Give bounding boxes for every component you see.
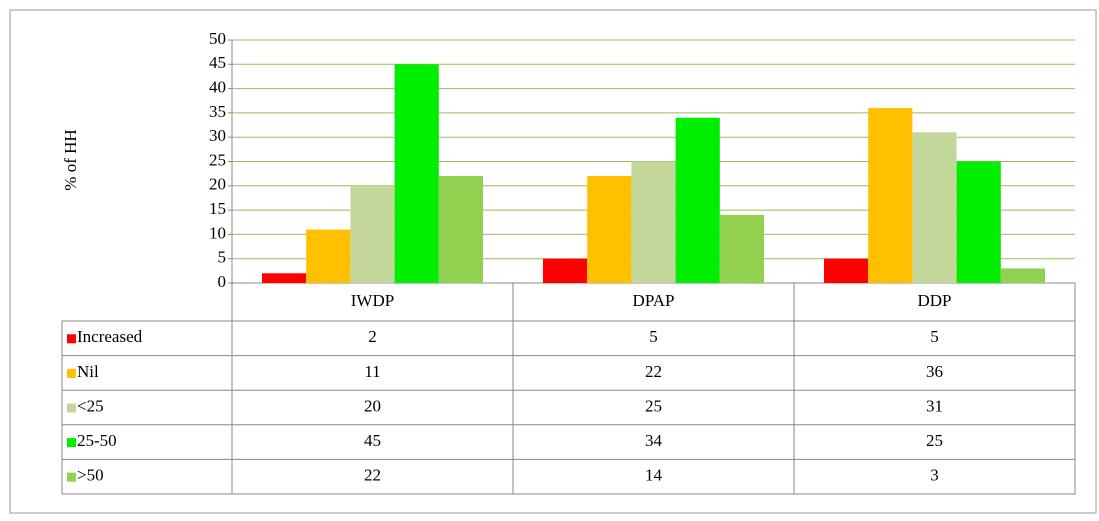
bar	[1000, 268, 1045, 283]
bar	[719, 214, 764, 283]
table-value: 34	[645, 431, 663, 450]
y-tick-label: 45	[209, 53, 226, 72]
table-value: 36	[926, 362, 943, 381]
table-value: 22	[645, 362, 662, 381]
bar	[675, 117, 720, 283]
legend-label: <25	[77, 396, 104, 415]
table-value: 25	[645, 396, 662, 415]
table-value: 11	[364, 362, 380, 381]
table-border	[231, 282, 1076, 495]
legend-label: Nil	[77, 362, 99, 381]
bar	[306, 229, 351, 283]
bar	[824, 258, 869, 283]
table-value: 2	[368, 327, 377, 346]
legend-label: Increased	[77, 327, 143, 346]
legend-key	[67, 368, 76, 378]
y-axis-label: % of HH	[61, 129, 80, 190]
y-tick-label: 35	[209, 102, 226, 121]
x-tick-label: IWDP	[351, 291, 394, 310]
table-value: 5	[649, 327, 658, 346]
bar	[350, 185, 395, 283]
bar	[912, 132, 957, 283]
x-tick-label: DPAP	[633, 291, 675, 310]
table-value: 14	[645, 466, 663, 485]
legend-key	[67, 438, 76, 448]
y-tick-label: 25	[209, 150, 226, 169]
table-value: 22	[364, 466, 381, 485]
y-tick-label: 10	[209, 223, 226, 242]
y-tick-label: 20	[209, 175, 226, 194]
table-value: 5	[930, 327, 939, 346]
legend-label: 25-50	[77, 431, 117, 450]
legend-key	[67, 403, 76, 413]
bar	[868, 108, 913, 283]
legend-key	[67, 472, 76, 482]
bar	[394, 64, 439, 283]
bar	[587, 176, 632, 283]
y-tick-label: 5	[218, 248, 227, 267]
frame	[9, 9, 1097, 514]
y-tick-label: 50	[209, 29, 226, 48]
y-tick-label: 15	[209, 199, 226, 218]
x-tick-label: DDP	[917, 291, 951, 310]
y-tick-label: 40	[209, 78, 226, 97]
y-tick-label: 0	[218, 272, 227, 291]
bar	[631, 161, 676, 283]
legend-label: >50	[77, 466, 104, 485]
table-value: 31	[926, 396, 943, 415]
table-value: 45	[364, 431, 381, 450]
bar	[438, 176, 483, 283]
table-value: 20	[364, 396, 381, 415]
bar	[956, 161, 1001, 283]
y-tick-label: 30	[209, 126, 226, 145]
bar	[262, 273, 307, 283]
bar	[543, 258, 588, 283]
table-value: 25	[926, 431, 943, 450]
table-value: 3	[930, 466, 939, 485]
legend-key	[67, 334, 76, 344]
